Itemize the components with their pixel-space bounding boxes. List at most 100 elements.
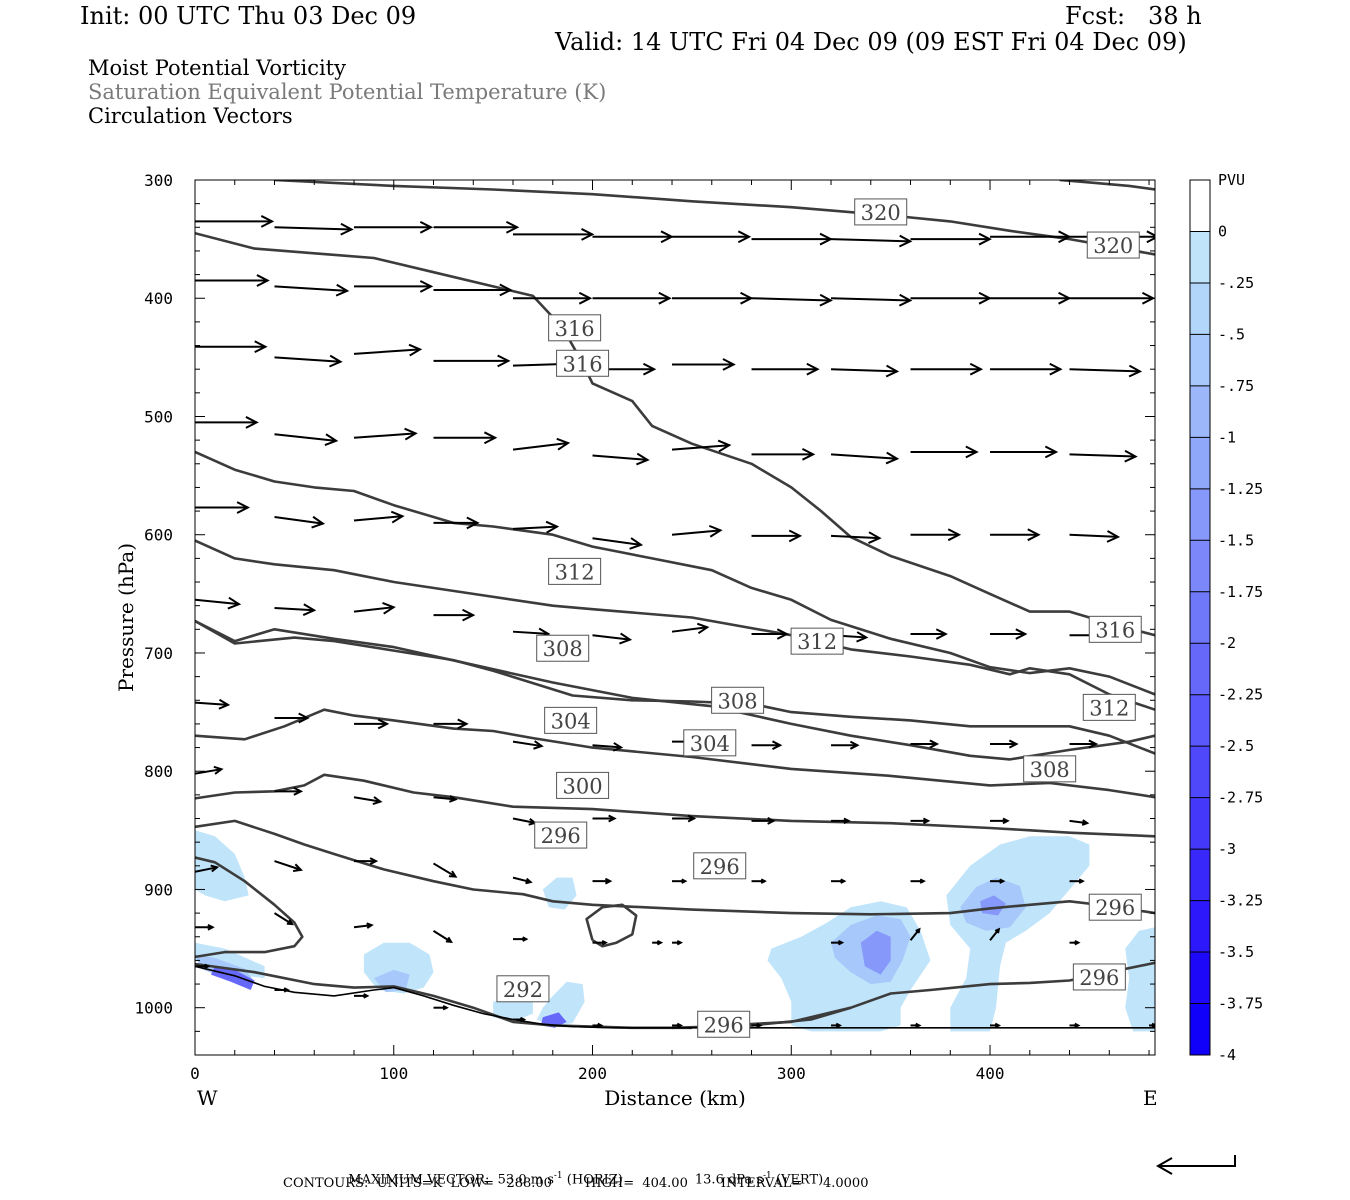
east-label: E (1143, 1086, 1158, 1110)
vector-arrow-131 (1069, 1022, 1081, 1029)
colorbar-title: PVU (1218, 171, 1245, 189)
vector-arrow-59 (1069, 530, 1121, 543)
vector-arrow-46 (990, 445, 1059, 459)
vector-shaft (830, 453, 898, 460)
vector-arrow-104 (831, 878, 847, 884)
contour-label-text: 296 (700, 855, 740, 879)
vector-head (898, 234, 913, 248)
colorbar-tick-label: -4 (1218, 1046, 1236, 1064)
contour-label-3: 316 (556, 349, 610, 377)
contour-label-12: 308 (1023, 755, 1077, 783)
vector-arrow-23 (1069, 291, 1155, 305)
colorbar-swatch-11 (1190, 746, 1210, 798)
contour-label-text: 312 (555, 560, 595, 584)
contour-label-box (534, 821, 588, 849)
vector-arrow-19 (751, 293, 833, 307)
vector-head (922, 817, 931, 825)
pv-region-1 (195, 942, 265, 979)
vector-head (806, 362, 820, 376)
contour-label-box (1072, 963, 1126, 991)
contour-label-0: 320 (854, 198, 908, 226)
vector-head (919, 878, 926, 884)
vector-head (601, 939, 608, 946)
vector-arrow-63 (433, 608, 476, 622)
vector-arrow-36 (195, 416, 259, 429)
vector-shaft (433, 796, 456, 801)
vector-arrow-110 (353, 922, 374, 929)
vector-head (835, 1022, 843, 1029)
vector-head (369, 857, 379, 865)
vector-shaft (432, 929, 452, 943)
vector-shaft (1069, 368, 1140, 373)
contour-label-2: 316 (548, 314, 602, 342)
circulation-vectors (195, 215, 1155, 1029)
vector-arrow-108 (195, 924, 215, 931)
vector-arrow-9 (910, 232, 992, 246)
contour-label-text: 296 (704, 1013, 744, 1037)
vector-head (642, 362, 657, 376)
vector-head (497, 354, 511, 368)
vector-arrow-38 (353, 427, 418, 441)
vector-shaft (671, 626, 708, 633)
vector-head (1078, 878, 1085, 884)
vector-arrow-117 (909, 927, 921, 941)
colorbar: PVU 0 -.25 -.5 -.75 -1 -1.25 -1.5 -1.75 -2 -2.25 -2… (1189, 171, 1263, 1064)
contour-label-box (683, 729, 737, 757)
vector-head (656, 939, 664, 946)
vector-arrow-3 (433, 220, 520, 234)
vector-shaft (195, 598, 240, 606)
vector-arrow-53 (592, 537, 644, 550)
vector-shaft (512, 442, 569, 451)
contour-label-8: 308 (711, 686, 765, 714)
contour-label-13: 300 (556, 771, 610, 799)
vector-head (1128, 364, 1143, 378)
vector-arrow-26 (353, 343, 423, 357)
contour-label-text: 296 (1095, 896, 1135, 920)
vector-head (696, 622, 710, 635)
vector-head (722, 358, 736, 371)
vector-arrow-61 (274, 603, 317, 616)
vector-arrow-84 (195, 765, 224, 775)
vector-shaft (274, 516, 324, 525)
vector-shaft (353, 515, 403, 522)
vector-arrow-83 (1069, 739, 1099, 749)
vector-head (245, 416, 259, 429)
field-title-theta: Saturation Equivalent Potential Temperat… (88, 80, 607, 104)
vector-head (213, 765, 224, 775)
contour-label-text: 312 (797, 630, 837, 654)
colorbar-tick-label: -1.75 (1218, 583, 1263, 601)
vector-arrow-92 (831, 817, 851, 825)
x-tick-label: 300 (777, 1064, 806, 1083)
vector-head (499, 283, 513, 297)
vector-head (419, 280, 434, 293)
vector-arrow-89 (592, 814, 617, 823)
vector-arrow-99 (432, 862, 458, 878)
vector-shaft (353, 348, 421, 355)
vector-head (390, 510, 405, 524)
vector-arrow-30 (672, 358, 736, 371)
contour-label-6: 308 (536, 634, 590, 662)
vector-arrow-85 (274, 786, 304, 796)
contour-label-1: 320 (1086, 231, 1140, 259)
vector-head (885, 451, 900, 465)
y-tick-label: 500 (144, 407, 173, 426)
contour-label-text: 292 (503, 978, 543, 1002)
pv-region-8 (1125, 927, 1155, 1032)
vector-arrow-121 (274, 987, 290, 993)
vector-head (978, 232, 992, 246)
vector-head (708, 524, 723, 538)
contour-label-text: 320 (1093, 234, 1133, 258)
vector-shaft (274, 285, 348, 292)
vector-head (969, 362, 984, 376)
contour-label-text: 320 (861, 201, 901, 225)
contour-label-text: 316 (563, 352, 603, 376)
terrain-surface (194, 965, 1155, 1029)
colorbar-tick-label: -.5 (1218, 325, 1245, 343)
vector-shaft (592, 634, 631, 641)
vector-head (929, 739, 940, 749)
contour-label-text: 304 (551, 709, 591, 733)
colorbar-tick-label: -1 (1218, 428, 1236, 446)
field-title-vectors: Circulation Vectors (88, 104, 293, 128)
vector-head (868, 531, 882, 544)
theta-contour-312-10 (195, 539, 1155, 711)
